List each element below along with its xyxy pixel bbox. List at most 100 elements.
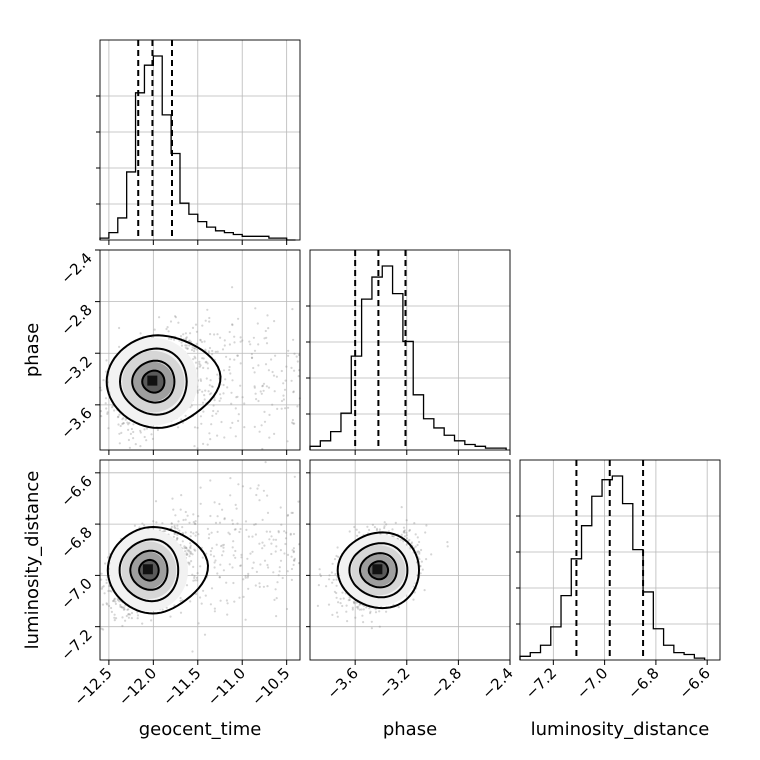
scatter-point	[385, 523, 388, 526]
scatter-point	[231, 379, 234, 382]
scatter-point	[342, 597, 345, 600]
y-tick-label-luminosity-distance: −7.0	[57, 574, 95, 612]
scatter-point	[403, 531, 406, 534]
scatter-point	[257, 364, 260, 367]
scatter-point	[358, 531, 361, 534]
scatter-point	[254, 307, 257, 310]
scatter-point	[366, 525, 369, 528]
x-tick-label-luminosity-distance: −6.6	[676, 664, 714, 702]
scatter-point	[292, 559, 296, 562]
x-tick-label-phase: −2.8	[427, 664, 465, 702]
scatter-point	[122, 606, 126, 609]
scatter-point	[167, 330, 170, 333]
scatter-point	[403, 529, 406, 532]
histogram-phase	[309, 265, 507, 450]
scatter-point	[212, 555, 216, 558]
scatter-point	[199, 364, 202, 367]
ylabel-luminosity-distance: luminosity_distance	[22, 471, 43, 650]
scatter-point	[280, 399, 284, 403]
contour-0	[105, 334, 222, 429]
panel-hist-phase	[310, 250, 510, 450]
scatter-point	[285, 531, 288, 534]
scatter-point	[176, 533, 179, 537]
scatter-point	[289, 532, 292, 535]
scatter-point	[274, 550, 277, 553]
scatter-point	[240, 556, 243, 559]
y-tick-label-phase: −2.8	[57, 301, 95, 339]
scatter-point	[247, 574, 250, 578]
scatter-point	[244, 618, 247, 621]
scatter-point	[112, 599, 115, 602]
scatter-point	[206, 527, 209, 531]
scatter-point	[196, 447, 199, 450]
scatter-point	[419, 572, 422, 575]
scatter-point	[335, 578, 338, 581]
scatter-point	[133, 524, 136, 527]
scatter-point	[192, 358, 195, 361]
scatter-point	[222, 369, 226, 372]
scatter-point	[297, 500, 300, 503]
scatter-point	[128, 613, 132, 616]
scatter-point	[170, 525, 173, 529]
scatter-point	[275, 597, 278, 600]
scatter-point	[292, 391, 295, 394]
scatter-point	[190, 404, 193, 407]
scatter-point	[205, 377, 208, 380]
scatter-point	[249, 552, 252, 555]
scatter-point	[286, 513, 290, 517]
scatter-point	[189, 531, 193, 534]
scatter-point	[242, 595, 245, 599]
scatter-point	[242, 578, 245, 581]
scatter-point	[424, 531, 427, 534]
scatter-point	[335, 611, 339, 614]
scatter-point	[272, 538, 275, 541]
scatter-point	[139, 431, 142, 434]
scatter-point	[113, 619, 116, 622]
scatter-point	[275, 545, 278, 548]
scatter-point	[257, 484, 260, 487]
scatter-point	[128, 421, 131, 425]
scatter-point	[155, 521, 158, 524]
scatter-point	[236, 522, 239, 525]
scatter-point	[193, 445, 196, 448]
scatter-point	[195, 576, 198, 579]
scatter-point	[100, 415, 103, 418]
scatter-point	[234, 503, 237, 506]
scatter-point	[194, 579, 197, 582]
scatter-point	[282, 394, 285, 397]
scatter-point	[143, 524, 146, 527]
scatter-point	[263, 410, 266, 413]
scatter-point	[383, 526, 386, 530]
scatter-point	[221, 554, 224, 557]
scatter-point	[358, 603, 361, 606]
histogram-geocent-time	[99, 55, 296, 241]
scatter-point	[319, 573, 322, 576]
scatter-point	[124, 418, 127, 421]
scatter-point	[293, 369, 296, 372]
contour-1	[348, 542, 409, 599]
scatter-point	[189, 552, 192, 555]
scatter-point	[252, 561, 255, 564]
scatter-point	[222, 392, 225, 395]
scatter-point	[122, 417, 125, 420]
scatter-point	[199, 502, 202, 505]
scatter-point	[283, 552, 286, 555]
scatter-point	[198, 388, 201, 391]
scatter-point	[191, 346, 194, 349]
scatter-point	[255, 570, 258, 574]
scatter-point	[253, 386, 256, 389]
scatter-point	[347, 599, 350, 602]
scatter-point	[165, 327, 168, 331]
scatter-point	[182, 518, 185, 522]
scatter-point	[266, 585, 269, 588]
scatter-point	[188, 339, 191, 342]
scatter-point	[118, 442, 121, 445]
scatter-point	[348, 598, 351, 602]
scatter-point	[237, 317, 240, 320]
scatter-point	[203, 394, 206, 397]
scatter-point	[282, 382, 285, 385]
scatter-point	[117, 415, 120, 418]
scatter-point	[203, 340, 206, 343]
scatter-point	[273, 598, 276, 602]
scatter-point	[184, 518, 187, 521]
